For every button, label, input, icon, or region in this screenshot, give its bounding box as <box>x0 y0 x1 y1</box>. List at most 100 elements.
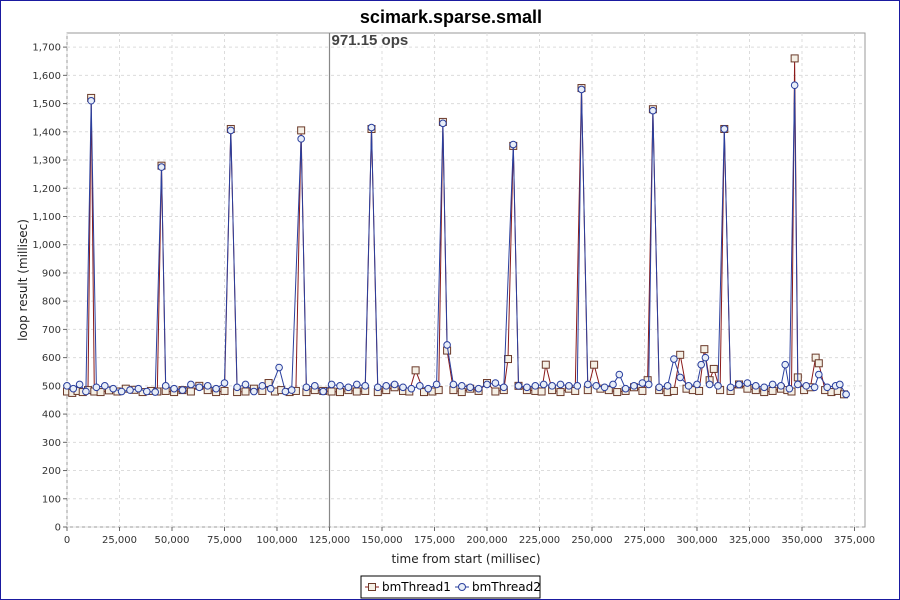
data-point <box>752 382 760 390</box>
data-point <box>743 379 752 387</box>
data-point <box>75 380 84 389</box>
data-point <box>311 382 319 390</box>
data-point <box>701 353 710 362</box>
data-point <box>212 384 220 393</box>
data-point <box>281 387 290 396</box>
data-point <box>233 383 241 392</box>
data-point <box>693 380 701 389</box>
data-point <box>781 360 790 369</box>
data-point <box>424 384 433 393</box>
data-point <box>157 163 166 171</box>
data-point <box>836 380 844 389</box>
data-point <box>514 382 523 390</box>
data-point <box>768 380 777 389</box>
series-bmThread2 <box>63 81 850 399</box>
data-point <box>143 387 151 396</box>
data-point <box>669 386 678 395</box>
data-point <box>187 380 195 389</box>
data-point <box>613 388 622 397</box>
y-tick-label: 1,400 <box>32 127 61 138</box>
data-point <box>735 380 743 389</box>
data-point <box>777 382 785 390</box>
data-point <box>327 387 336 396</box>
data-point <box>474 384 483 393</box>
y-tick-label: 300 <box>42 438 61 449</box>
legend-label-1: bmThread1 <box>382 580 451 594</box>
data-point <box>577 85 586 94</box>
data-point <box>541 360 550 369</box>
x-tick-label: 300,000 <box>676 535 717 546</box>
y-tick-label: 1,200 <box>32 184 61 195</box>
data-point <box>82 387 90 396</box>
y-axis-ticks: 0 100 200 300 400 500 600 700 800 900 1,000 1,100 1,… <box>32 43 67 534</box>
y-tick-label: 1,500 <box>32 99 61 110</box>
data-point <box>573 382 582 390</box>
data-point <box>483 380 491 389</box>
data-point <box>491 379 500 387</box>
x-tick-label: 325,000 <box>729 535 770 546</box>
y-tick-label: 700 <box>42 325 61 336</box>
data-point <box>823 383 832 392</box>
chart-title: scimark.sparse.small <box>360 7 542 27</box>
x-tick-label: 200,000 <box>466 535 507 546</box>
y-tick-label: 900 <box>42 268 61 279</box>
data-point <box>297 135 305 143</box>
data-point <box>609 380 617 389</box>
y-tick-label: 200 <box>42 466 61 477</box>
x-tick-label: 375,000 <box>834 535 875 546</box>
y-tick-label: 1,600 <box>32 71 61 82</box>
legend: bmThread1 bmThread2 <box>360 575 541 599</box>
data-point <box>466 383 475 392</box>
data-point <box>556 388 565 397</box>
data-point <box>548 382 556 390</box>
x-tick-label: 25,000 <box>102 535 137 546</box>
data-point <box>644 380 653 389</box>
data-point <box>810 383 819 392</box>
data-point <box>117 387 126 396</box>
data-point <box>336 382 344 390</box>
data-point <box>790 54 799 63</box>
data-point <box>760 383 769 392</box>
x-tick-label: 50,000 <box>155 535 190 546</box>
x-tick-label: 125,000 <box>309 535 350 546</box>
legend-box <box>360 575 541 599</box>
data-point <box>96 388 105 397</box>
data-point <box>709 364 718 373</box>
data-point <box>416 382 424 390</box>
data-point <box>695 386 704 395</box>
data-point <box>676 350 685 359</box>
data-point <box>794 380 802 389</box>
data-point <box>241 387 250 396</box>
y-tick-label: 1,700 <box>32 43 61 54</box>
data-point <box>302 383 311 392</box>
data-point <box>663 382 672 390</box>
data-point <box>684 382 693 390</box>
data-point <box>227 126 235 135</box>
data-point <box>69 384 78 393</box>
data-point <box>768 386 777 395</box>
data-point <box>714 382 722 390</box>
data-point <box>592 382 601 390</box>
data-point <box>367 123 376 132</box>
data-point <box>411 366 420 375</box>
legend-marker-square <box>368 583 376 591</box>
data-point <box>655 383 664 392</box>
x-tick-label: 275,000 <box>624 535 665 546</box>
data-point <box>449 380 458 389</box>
y-tick-label: 800 <box>42 297 61 308</box>
y-tick-label: 600 <box>42 353 61 364</box>
data-point <box>630 382 638 390</box>
y-tick-label: 1,300 <box>32 156 61 167</box>
y-tick-label: 100 <box>42 494 61 505</box>
y-axis-label: loop result (millisec) <box>16 219 30 341</box>
data-point <box>178 386 187 394</box>
data-point <box>195 383 204 392</box>
x-tick-label: 75,000 <box>207 535 242 546</box>
x-axis-ticks: 0 25,000 50,000 75,000 100,000 125,000 150,000… <box>64 527 875 546</box>
data-point <box>258 382 267 390</box>
data-point <box>531 382 540 390</box>
x-tick-label: 150,000 <box>361 535 402 546</box>
data-point <box>266 384 275 393</box>
data-point <box>700 345 709 354</box>
data-point <box>705 380 714 389</box>
